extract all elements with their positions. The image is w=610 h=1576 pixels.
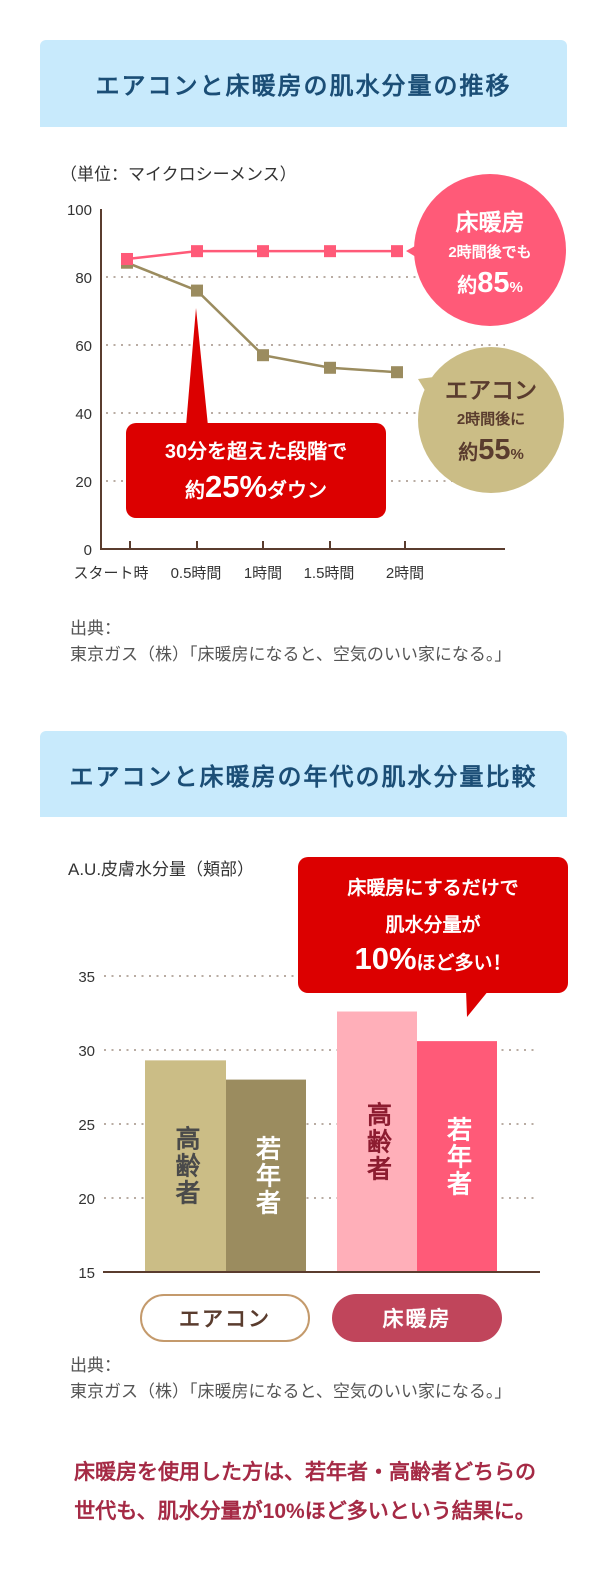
y-tick-label: 0: [84, 542, 92, 559]
legend-floor-heating-label: 床暖房: [382, 1308, 452, 1331]
data-point-marker: [391, 245, 403, 258]
x-tick-label: スタート時: [73, 565, 148, 582]
data-point-marker: [391, 366, 403, 379]
compare-callout-line3: 10%ほど多い！: [298, 941, 568, 983]
section-title: エアコンと床暖房の肌水分量の推移: [95, 73, 512, 100]
floor-bubble-title: 床暖房: [455, 209, 525, 235]
y-tick-label: 35: [78, 969, 95, 986]
source-text: 東京ガス（株）「床暖房になると、空気のいい家になる。」: [70, 1382, 512, 1401]
aircon-bubble-unit: %: [510, 446, 524, 463]
floor-bubble-value-line: 約85%: [414, 266, 566, 305]
compare-callout-value: 10%: [354, 941, 417, 976]
y-tick-label: 20: [75, 474, 92, 491]
x-tick-label: 0.5時間: [171, 565, 222, 582]
legend-aircon: エアコン: [140, 1294, 310, 1342]
drop-callout-box: [126, 423, 386, 518]
floor-bubble-prefix: 約: [457, 275, 478, 297]
bar: [226, 1079, 306, 1272]
source-label: 出典：: [70, 619, 121, 638]
floor-bubble-unit: %: [509, 279, 523, 296]
section-title-box: エアコンと床暖房の肌水分量の推移: [40, 40, 567, 127]
section-title-box: エアコンと床暖房の年代の肌水分量比較: [40, 731, 567, 817]
data-point-marker: [191, 284, 203, 297]
drop-callout-prefix: 約: [184, 480, 205, 502]
compare-callout-line2: 肌水分量が: [385, 915, 481, 936]
aircon-bubble-prefix: 約: [458, 442, 479, 464]
aircon-bubble-value-line: 約55%: [418, 433, 564, 472]
data-point-marker: [121, 252, 133, 265]
floor-bubble: [414, 174, 566, 326]
chart-unit-label: （単位：マイクロシーメンス）: [60, 165, 297, 184]
data-point-marker: [324, 361, 336, 374]
drop-callout-line1: 30分を超えた段階で: [164, 441, 348, 463]
legend-aircon-label: エアコン: [179, 1308, 271, 1331]
bar-label: 若年者: [443, 1116, 472, 1198]
x-tick-label: 2時間: [386, 565, 424, 582]
bar: [145, 1060, 226, 1272]
y-tick-label: 100: [67, 202, 92, 219]
callout-pointer: [466, 990, 489, 1017]
data-point-marker: [257, 349, 269, 362]
y-tick-label: 40: [75, 406, 92, 423]
aircon-bubble-value: 55: [478, 434, 511, 466]
aircon-bubble-line2: 2時間後に: [456, 411, 526, 428]
y-tick-label: 80: [75, 270, 92, 287]
source-text: 東京ガス（株）「床暖房になると、空気のいい家になる。」: [70, 645, 512, 664]
y-tick-label: 15: [78, 1265, 95, 1282]
floor-bubble-line2: 2時間後でも: [448, 244, 532, 261]
x-tick-label: 1時間: [244, 565, 282, 582]
section-title: エアコンと床暖房の年代の肌水分量比較: [69, 763, 538, 791]
compare-callout-suffix: ほど多い！: [416, 953, 512, 974]
y-tick-label: 30: [78, 1043, 95, 1060]
source-block: 出典： 東京ガス（株）「床暖房になると、空気のいい家になる。」: [70, 616, 511, 668]
callout-pointer: [186, 308, 208, 426]
compare-callout-box: [298, 857, 568, 993]
floor-bubble-value: 85: [477, 267, 510, 299]
source-block: 出典： 東京ガス（株）「床暖房になると、空気のいい家になる。」: [70, 1353, 511, 1405]
source-label: 出典：: [70, 1356, 121, 1375]
legend-floor-heating: 床暖房: [332, 1294, 502, 1342]
x-tick-label: 1.5時間: [304, 565, 355, 582]
drop-callout-line2: 約25%ダウン: [126, 470, 386, 510]
drop-callout-value: 25%: [204, 469, 268, 504]
y-tick-label: 20: [78, 1191, 95, 1208]
data-point-marker: [324, 245, 336, 258]
bar-label: 高齢者: [172, 1125, 200, 1207]
bar-chart: 15 20 25 30 35: [78, 857, 568, 1282]
bar-label: 高齢者: [363, 1101, 392, 1183]
conclusion-line1: 床暖房を使用した方は、若年者・高齢者どちらの: [74, 1461, 536, 1484]
bar: [417, 1041, 497, 1272]
data-point-marker: [257, 245, 269, 258]
bar-label: 若年者: [252, 1135, 281, 1217]
conclusion-line2: 世代も、肌水分量が10%ほど多いという結果に。: [74, 1500, 536, 1523]
drop-callout-suffix: ダウン: [267, 480, 328, 502]
aircon-bubble: [418, 347, 564, 493]
compare-callout-line1: 床暖房にするだけで: [347, 878, 519, 899]
aircon-bubble-title: エアコン: [445, 377, 537, 403]
data-point-marker: [191, 245, 203, 258]
bar: [337, 1011, 417, 1272]
y-tick-label: 60: [75, 338, 92, 355]
line-chart: 0 20 40 60 80 100 スタート時 0.5時間 1時間 1.5時間 2時間: [67, 174, 566, 582]
y-tick-label: 25: [78, 1117, 95, 1134]
chart-unit-label: A.U.皮膚水分量（頬部）: [68, 860, 255, 879]
